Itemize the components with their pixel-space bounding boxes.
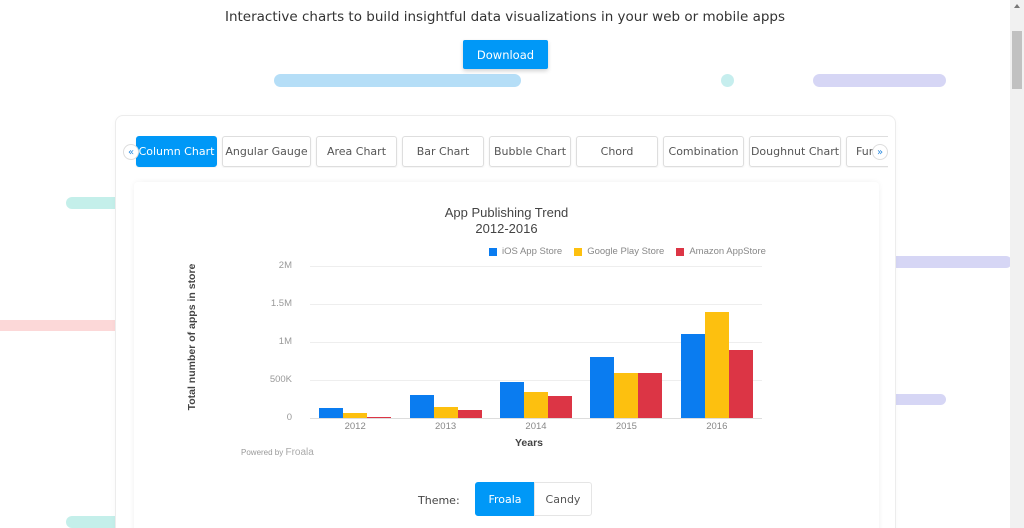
y-tick-label: 1M bbox=[278, 336, 292, 347]
bar-2013-0[interactable] bbox=[409, 395, 434, 418]
scroll-up-arrow-icon[interactable] bbox=[1014, 4, 1020, 8]
legend-item-google[interactable]: Google Play Store bbox=[574, 246, 664, 257]
powered-by[interactable]: Powered by Froala bbox=[241, 447, 314, 458]
scrollbar-thumb[interactable] bbox=[1012, 31, 1022, 89]
chevrons-left-icon: « bbox=[127, 146, 135, 158]
legend-label: iOS App Store bbox=[502, 246, 563, 257]
y-tick-label: 0 bbox=[286, 412, 292, 423]
tab-bar-chart[interactable]: Bar Chart bbox=[402, 136, 484, 167]
x-tick-label: 2013 bbox=[435, 421, 457, 432]
chart-title: App Publishing Trend 2012-2016 bbox=[134, 205, 879, 237]
bar-2015-1[interactable] bbox=[614, 372, 639, 418]
decor-dot bbox=[721, 74, 734, 87]
tabs-next-button[interactable]: » bbox=[872, 144, 888, 160]
chart-type-tabs: Column Chart Angular Gauge Area Chart Ba… bbox=[128, 136, 888, 168]
plot-area: 0 500K 1M 1.5M 2M 2012 2013 2014 2015 2016 bbox=[134, 182, 879, 482]
tab-area-chart[interactable]: Area Chart bbox=[316, 136, 397, 167]
decor-pill bbox=[880, 256, 1012, 268]
tab-column-chart[interactable]: Column Chart bbox=[136, 136, 217, 167]
page-scrollbar[interactable] bbox=[1010, 0, 1024, 528]
x-tick-label: 2012 bbox=[344, 421, 366, 432]
chart-legend: iOS App Store Google Play Store Amazon A… bbox=[489, 246, 766, 257]
gridline bbox=[310, 380, 762, 381]
decor-pill bbox=[813, 74, 946, 87]
legend-label: Amazon AppStore bbox=[689, 246, 766, 257]
download-button[interactable]: Download bbox=[463, 40, 548, 69]
y-tick-label: 500K bbox=[269, 374, 292, 385]
legend-swatch-ios bbox=[489, 247, 497, 256]
theme-candy-button[interactable]: Candy bbox=[534, 482, 592, 516]
legend-label: Google Play Store bbox=[587, 246, 665, 257]
tab-doughnut-chart[interactable]: Doughnut Chart bbox=[749, 136, 841, 167]
theme-label: Theme: bbox=[418, 494, 460, 507]
bar-2013-2[interactable] bbox=[457, 410, 482, 418]
x-tick-label: 2015 bbox=[615, 421, 637, 432]
decor-pill bbox=[66, 197, 126, 209]
gridline bbox=[310, 266, 762, 267]
x-tick-label: 2016 bbox=[706, 421, 728, 432]
tab-combination[interactable]: Combination bbox=[663, 136, 744, 167]
decor-pill bbox=[0, 320, 125, 331]
bar-2014-2[interactable] bbox=[548, 395, 572, 418]
bar-2016-1[interactable] bbox=[704, 311, 729, 418]
tabs-prev-button[interactable]: « bbox=[123, 144, 139, 160]
tab-angular-gauge[interactable]: Angular Gauge bbox=[222, 136, 311, 167]
tab-bubble-chart[interactable]: Bubble Chart bbox=[489, 136, 571, 167]
chart-subtitle: 2012-2016 bbox=[475, 221, 538, 236]
tab-chord[interactable]: Chord bbox=[576, 136, 658, 167]
gridline bbox=[310, 304, 762, 305]
decor-pill bbox=[66, 516, 126, 528]
gridline bbox=[310, 418, 762, 419]
bar-2013-1[interactable] bbox=[433, 406, 458, 418]
legend-item-amazon[interactable]: Amazon AppStore bbox=[676, 246, 766, 257]
tagline: Interactive charts to build insightful d… bbox=[224, 9, 786, 25]
y-tick-label: 1.5M bbox=[270, 298, 292, 309]
legend-swatch-amazon bbox=[676, 247, 685, 256]
bar-2012-1[interactable] bbox=[343, 413, 368, 418]
chevrons-right-icon: » bbox=[876, 146, 884, 158]
x-tick-label: 2014 bbox=[525, 421, 547, 432]
bar-2012-0[interactable] bbox=[319, 408, 344, 418]
chart-card: App Publishing Trend 2012-2016 iOS App S… bbox=[134, 182, 879, 528]
powered-by-text: Powered by bbox=[241, 448, 284, 457]
bar-2014-0[interactable] bbox=[500, 381, 524, 418]
froala-logo: Froala bbox=[285, 447, 314, 458]
y-tick-label: 2M bbox=[278, 260, 292, 271]
bar-2014-1[interactable] bbox=[524, 391, 548, 418]
gridline bbox=[310, 342, 762, 343]
decor-pill bbox=[274, 74, 521, 87]
bar-2015-2[interactable] bbox=[638, 372, 663, 418]
x-axis-label: Years bbox=[514, 437, 544, 449]
chart-title-text: App Publishing Trend bbox=[444, 205, 569, 220]
bar-2016-2[interactable] bbox=[728, 349, 753, 418]
legend-item-ios[interactable]: iOS App Store bbox=[489, 246, 562, 257]
bar-2015-0[interactable] bbox=[590, 357, 615, 418]
decor-pill bbox=[880, 394, 946, 405]
chart-demo-panel: « Column Chart Angular Gauge Area Chart … bbox=[115, 115, 896, 528]
bar-2012-2[interactable] bbox=[367, 417, 392, 419]
legend-swatch-google bbox=[574, 247, 583, 256]
bar-2016-0[interactable] bbox=[680, 334, 705, 418]
theme-froala-button[interactable]: Froala bbox=[475, 482, 535, 516]
